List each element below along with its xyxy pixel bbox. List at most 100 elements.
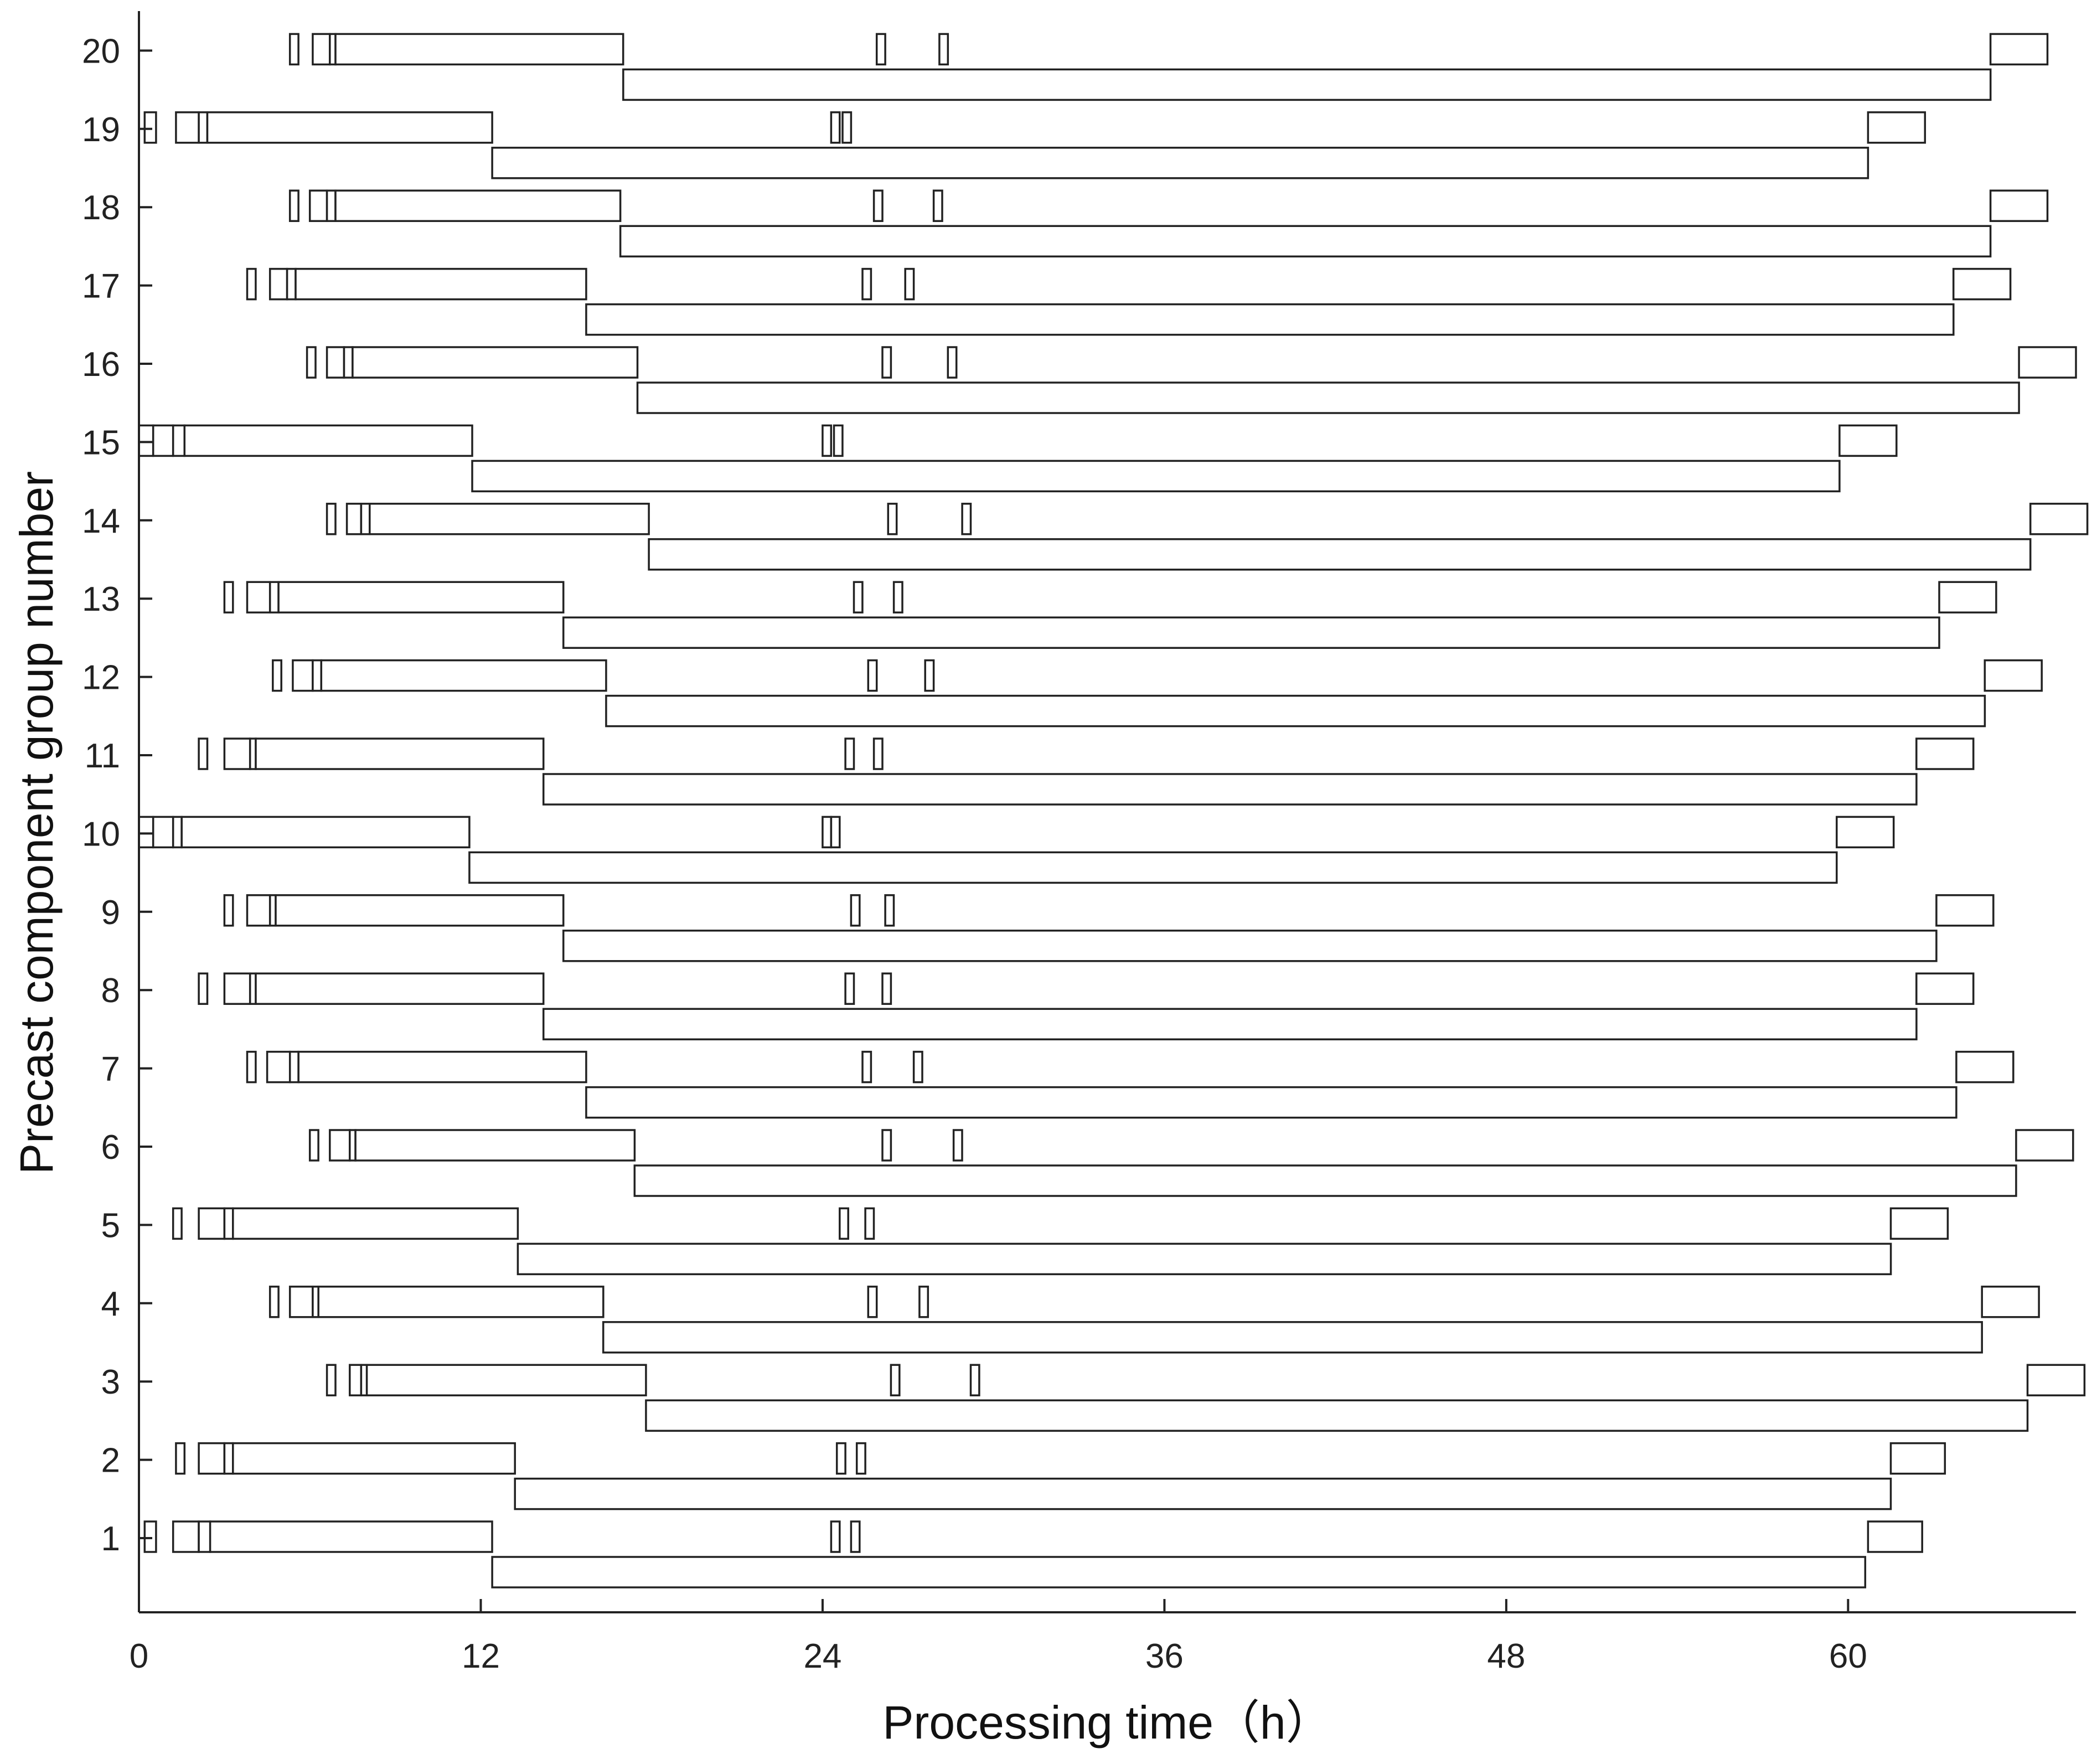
task-bar-group-11-lower bbox=[542, 773, 1918, 806]
task-bar-group-1-upper bbox=[830, 1520, 841, 1553]
task-bar-group-14-upper bbox=[345, 503, 363, 535]
task-bar-group-15-upper bbox=[183, 424, 473, 457]
task-bar-group-5-upper bbox=[1889, 1207, 1949, 1240]
axes bbox=[138, 11, 2076, 1613]
y-tick-label: 10 bbox=[82, 815, 120, 853]
task-bar-group-13-lower bbox=[562, 616, 1940, 649]
task-bar-group-14-upper bbox=[2029, 503, 2089, 535]
task-bar-group-5-upper bbox=[172, 1207, 183, 1240]
y-tick-label: 5 bbox=[101, 1206, 120, 1245]
task-bar-group-7-upper bbox=[861, 1050, 872, 1084]
task-bar-group-7-upper bbox=[912, 1050, 923, 1084]
task-bar-group-17-upper bbox=[246, 267, 257, 301]
task-bar-group-10-upper bbox=[822, 816, 833, 849]
y-tick-label: 13 bbox=[82, 580, 120, 618]
task-bar-group-15-upper bbox=[152, 424, 174, 457]
task-bar-group-12-lower bbox=[605, 694, 1986, 728]
task-bar-group-1-upper bbox=[209, 1520, 493, 1553]
y-tick-label: 16 bbox=[82, 345, 120, 384]
task-bar-group-6-upper bbox=[354, 1129, 636, 1162]
task-bar-group-17-upper bbox=[861, 267, 872, 301]
task-bar-group-17-upper bbox=[295, 267, 587, 301]
x-tick-label: 60 bbox=[1829, 1637, 1867, 1675]
task-bar-group-15-upper bbox=[138, 424, 154, 457]
task-bar-group-11-upper bbox=[198, 737, 209, 770]
task-bar-group-1-upper bbox=[850, 1520, 861, 1553]
task-bar-group-19-upper bbox=[830, 111, 841, 144]
y-tick-label: 7 bbox=[101, 1050, 120, 1089]
task-bar-group-12-upper bbox=[312, 659, 323, 692]
task-bar-group-15-upper bbox=[833, 424, 844, 457]
y-tick-label: 9 bbox=[101, 894, 120, 932]
task-bar-group-2-upper bbox=[1889, 1442, 1946, 1475]
task-bar-group-14-upper bbox=[360, 503, 371, 535]
task-bar-group-16-upper bbox=[947, 346, 958, 379]
task-bar-group-2-upper bbox=[232, 1442, 516, 1475]
task-bar-group-11-upper bbox=[1915, 737, 1975, 770]
task-bar-group-4-upper bbox=[317, 1286, 605, 1318]
task-bar-group-15-upper bbox=[172, 424, 186, 457]
task-bar-group-8-upper bbox=[844, 972, 855, 1005]
task-bar-group-3-upper bbox=[349, 1364, 363, 1396]
task-bar-group-11-upper bbox=[844, 737, 855, 770]
task-bar-group-15-lower bbox=[471, 460, 1841, 493]
task-bar-group-1-upper bbox=[198, 1520, 211, 1553]
task-bar-group-5-upper bbox=[839, 1207, 849, 1240]
task-bar-group-13-upper bbox=[1938, 581, 1997, 613]
x-tick-label: 36 bbox=[1145, 1637, 1184, 1675]
task-bar-group-12-upper bbox=[924, 659, 935, 692]
y-tick-label: 8 bbox=[101, 972, 120, 1010]
task-bar-group-10-upper bbox=[180, 816, 471, 849]
task-bar-group-7-upper bbox=[297, 1050, 587, 1084]
task-bar-group-1-lower bbox=[491, 1556, 1867, 1588]
y-tick-label: 20 bbox=[82, 32, 120, 70]
task-bar-group-14-upper bbox=[326, 503, 337, 535]
task-bar-group-16-upper bbox=[343, 346, 354, 379]
x-tick-label: 12 bbox=[462, 1637, 500, 1675]
task-bar-group-18-upper bbox=[326, 189, 337, 222]
task-bar-group-13-upper bbox=[277, 581, 565, 613]
task-bar-group-18-upper bbox=[308, 189, 328, 222]
task-bar-group-18-upper bbox=[932, 189, 943, 222]
task-bar-group-2-upper bbox=[855, 1442, 866, 1475]
task-bar-group-8-upper bbox=[881, 972, 892, 1005]
y-tick-label: 15 bbox=[82, 424, 120, 462]
task-bar-group-9-upper bbox=[246, 894, 271, 927]
y-tick-label: 12 bbox=[82, 659, 120, 697]
task-bar-group-16-upper bbox=[2018, 346, 2077, 379]
task-bar-group-10-upper bbox=[172, 816, 183, 849]
task-bar-group-17-upper bbox=[268, 267, 288, 301]
task-bar-group-7-upper bbox=[266, 1050, 291, 1084]
task-bar-group-3-upper bbox=[2026, 1364, 2086, 1396]
task-bar-group-9-upper bbox=[1935, 894, 1995, 927]
task-bar-group-20-upper bbox=[334, 33, 624, 66]
y-tick-label: 17 bbox=[82, 267, 120, 306]
task-bar-group-17-upper bbox=[1952, 267, 2012, 301]
task-bar-group-17-lower bbox=[585, 303, 1955, 336]
task-bar-group-13-upper bbox=[246, 581, 271, 613]
y-tick-label: 1 bbox=[101, 1520, 120, 1558]
task-bar-group-11-upper bbox=[872, 737, 884, 770]
x-tick-label: 0 bbox=[130, 1637, 148, 1675]
task-bar-group-13-upper bbox=[892, 581, 903, 613]
task-bar-group-13-upper bbox=[853, 581, 864, 613]
task-bar-group-5-upper bbox=[232, 1207, 519, 1240]
task-bar-group-18-upper bbox=[334, 189, 622, 222]
task-bar-group-4-upper bbox=[1981, 1286, 2040, 1318]
task-bar-group-10-upper bbox=[152, 816, 174, 849]
task-bar-group-10-upper bbox=[830, 816, 841, 849]
task-bar-group-20-upper bbox=[312, 33, 331, 66]
y-tick-label: 2 bbox=[101, 1442, 120, 1480]
task-bar-group-9-lower bbox=[562, 930, 1938, 962]
task-bar-group-6-upper bbox=[308, 1129, 319, 1162]
task-bar-group-20-lower bbox=[622, 68, 1992, 101]
task-bar-group-19-upper bbox=[206, 111, 493, 144]
task-bar-group-9-upper bbox=[275, 894, 565, 927]
y-tick-label: 14 bbox=[82, 502, 120, 540]
x-axis-title: Processing time（h） bbox=[882, 1696, 1332, 1748]
task-bar-group-3-upper bbox=[365, 1364, 647, 1396]
y-tick-label: 11 bbox=[85, 737, 120, 775]
task-bar-group-4-upper bbox=[867, 1286, 878, 1318]
task-bar-group-6-upper bbox=[881, 1129, 892, 1162]
task-bar-group-12-upper bbox=[272, 659, 282, 692]
